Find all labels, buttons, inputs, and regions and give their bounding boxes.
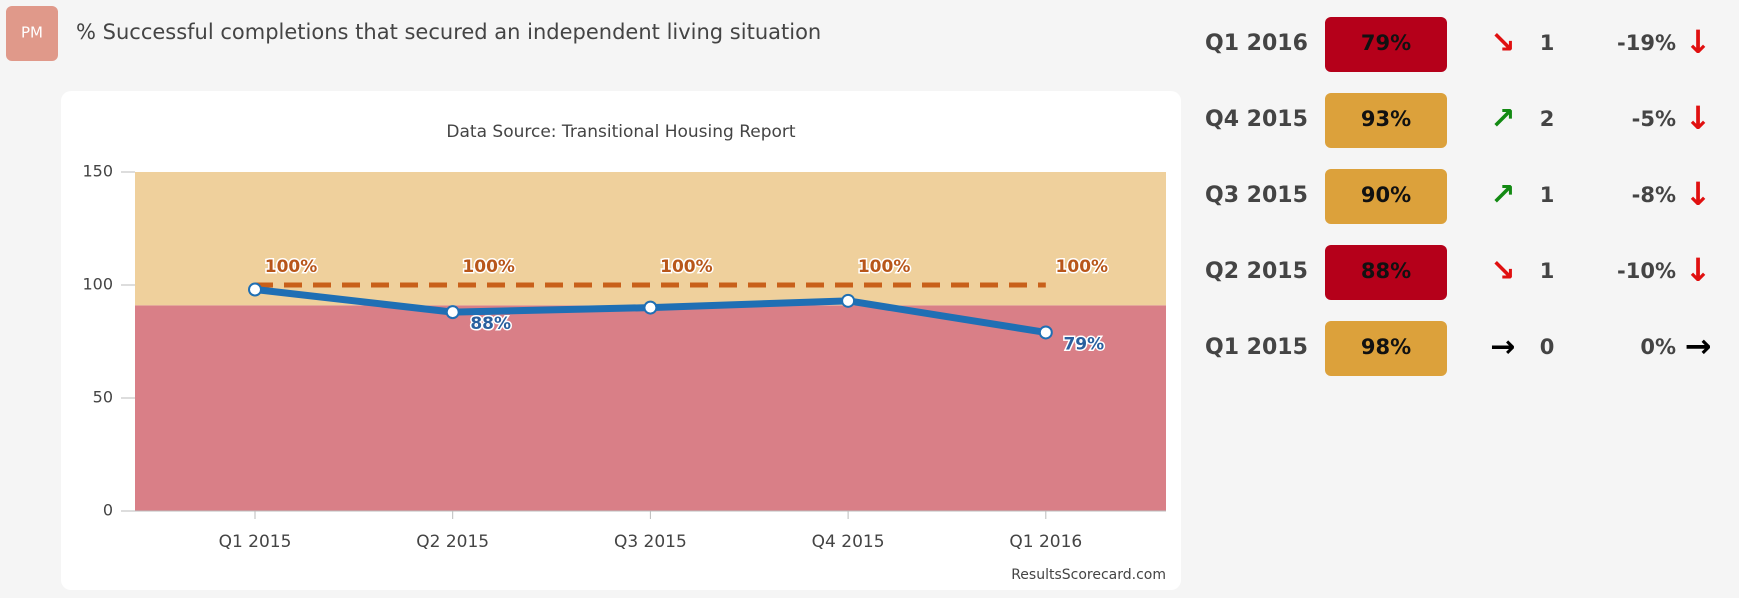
data-point <box>643 300 658 315</box>
change: 0% <box>1640 335 1676 359</box>
data-label: 100% <box>1056 257 1109 277</box>
badge-text: PM <box>21 24 43 42</box>
period: Q2 2015 <box>1205 259 1308 284</box>
status-box <box>1325 245 1447 300</box>
x-tick-label: Q1 2016 <box>1009 532 1082 552</box>
period: Q3 2015 <box>1205 183 1308 208</box>
y-tick-label: 0 <box>103 501 113 520</box>
status-value: 88% <box>1361 259 1411 283</box>
status-value: 93% <box>1361 107 1411 131</box>
trend-count: 1 <box>1540 31 1555 55</box>
y-tick-label: 150 <box>82 162 113 181</box>
trend-arrow: ↘ <box>1490 26 1515 61</box>
data-point <box>445 305 460 320</box>
status-box <box>1325 93 1447 148</box>
trend-count: 2 <box>1540 107 1555 131</box>
trend-arrow: ↘ <box>1490 254 1515 289</box>
status-box <box>1325 17 1447 72</box>
y-tick-label: 100 <box>82 275 113 294</box>
data-label: 100% <box>660 257 713 277</box>
change: -8% <box>1632 183 1676 207</box>
change: -19% <box>1617 31 1676 55</box>
trend-count: 1 <box>1540 259 1555 283</box>
period: Q4 2015 <box>1205 107 1308 132</box>
trend-count: 1 <box>1540 183 1555 207</box>
change-arrow: ↓ <box>1685 99 1712 137</box>
badge <box>6 6 58 61</box>
period: Q1 2015 <box>1205 335 1308 360</box>
change-arrow: → <box>1685 327 1712 365</box>
status-box <box>1325 321 1447 376</box>
trend-arrow: ↗ <box>1490 102 1515 137</box>
title: % Successful completions that secured an… <box>76 20 821 44</box>
change-arrow: ↓ <box>1685 175 1712 213</box>
trend-count: 0 <box>1540 335 1555 359</box>
change: -10% <box>1617 259 1676 283</box>
data-label: 79% <box>1063 334 1104 354</box>
data-label: 100% <box>265 257 318 277</box>
x-tick-label: Q1 2015 <box>219 532 292 552</box>
status-value: 90% <box>1361 183 1411 207</box>
trend-arrow: ↗ <box>1490 178 1515 213</box>
status-value: 79% <box>1361 31 1411 55</box>
period: Q1 2016 <box>1205 31 1308 56</box>
y-tick-label: 50 <box>93 388 113 407</box>
status-box <box>1325 169 1447 224</box>
change-arrow: ↓ <box>1685 23 1712 61</box>
credit: ResultsScorecard.com <box>1011 567 1166 583</box>
chart-subtitle: Data Source: Transitional Housing Report <box>446 122 795 142</box>
status-value: 98% <box>1361 335 1411 359</box>
change-arrow: ↓ <box>1685 251 1712 289</box>
band <box>135 305 1166 511</box>
data-point <box>841 293 856 308</box>
x-tick-label: Q3 2015 <box>614 532 687 552</box>
x-tick-label: Q4 2015 <box>812 532 885 552</box>
data-label: 100% <box>462 257 515 277</box>
data-label: 100% <box>858 257 911 277</box>
data-point <box>1038 325 1053 340</box>
x-tick-label: Q2 2015 <box>416 532 489 552</box>
trend-arrow: → <box>1490 330 1515 365</box>
data-label: 88% <box>470 314 511 334</box>
data-point <box>248 282 262 297</box>
change: -5% <box>1632 107 1676 131</box>
